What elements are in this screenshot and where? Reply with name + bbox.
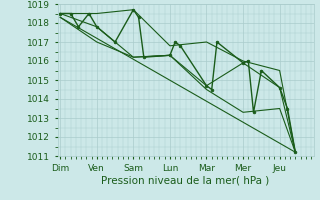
X-axis label: Pression niveau de la mer( hPa ): Pression niveau de la mer( hPa ) (101, 175, 270, 185)
